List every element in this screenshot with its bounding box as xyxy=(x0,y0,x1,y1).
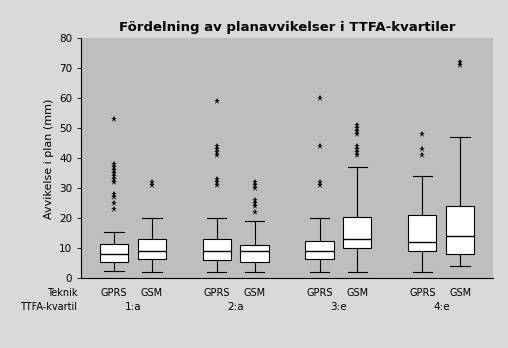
Text: GSM: GSM xyxy=(243,288,266,298)
Y-axis label: Avvikelse i plan (mm): Avvikelse i plan (mm) xyxy=(44,98,53,219)
Text: 4:e: 4:e xyxy=(433,302,450,313)
Text: GSM: GSM xyxy=(346,288,368,298)
Text: Teknik: Teknik xyxy=(47,288,77,298)
Bar xyxy=(203,239,231,260)
Text: GPRS: GPRS xyxy=(101,288,127,298)
Text: 2:a: 2:a xyxy=(227,302,244,313)
Title: Fördelning av planavvikelser i TTFA-kvartiler: Fördelning av planavvikelser i TTFA-kvar… xyxy=(119,21,455,34)
Text: GPRS: GPRS xyxy=(306,288,333,298)
Bar xyxy=(343,217,371,248)
Text: 3:e: 3:e xyxy=(330,302,347,313)
Bar xyxy=(446,206,474,254)
Bar xyxy=(138,239,166,259)
Bar xyxy=(240,245,269,262)
Text: TTFA-kvartil: TTFA-kvartil xyxy=(20,302,77,313)
Bar xyxy=(408,215,436,251)
Text: GPRS: GPRS xyxy=(203,288,230,298)
Text: 1:a: 1:a xyxy=(124,302,141,313)
Bar xyxy=(100,244,128,262)
Text: GSM: GSM xyxy=(141,288,163,298)
Text: GPRS: GPRS xyxy=(409,288,436,298)
Bar xyxy=(305,241,334,259)
Text: GSM: GSM xyxy=(449,288,471,298)
